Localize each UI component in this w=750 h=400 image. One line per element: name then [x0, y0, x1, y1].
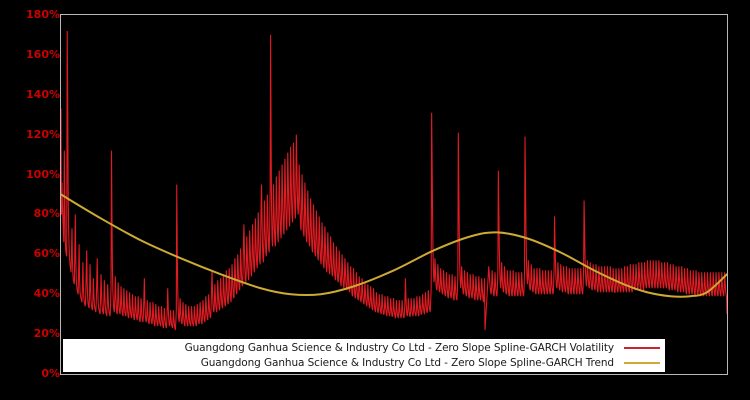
legend-swatch-trend: [624, 361, 660, 364]
y-tick-label: 140%: [26, 87, 60, 101]
y-tick-label: 0%: [41, 367, 60, 380]
trend-series: [61, 193, 727, 298]
y-axis-tick-labels: 180% 160% 140% 120% 100% 80% 60% 40% 20% 0%: [0, 0, 60, 400]
legend-item-volatility[interactable]: Guangdong Ganhua Science & Industry Co L…: [64, 341, 664, 356]
y-tick-label: 100%: [26, 167, 60, 181]
y-tick-label: 20%: [33, 327, 60, 341]
legend-label-trend: Guangdong Ganhua Science & Industry Co L…: [200, 356, 614, 369]
y-tick-label: 40%: [33, 287, 60, 301]
chart-legend: Guangdong Ganhua Science & Industry Co L…: [63, 339, 665, 372]
y-tick-label: 160%: [26, 47, 60, 61]
legend-item-trend[interactable]: Guangdong Ganhua Science & Industry Co L…: [64, 356, 664, 371]
volatility-line: [61, 30, 727, 331]
plot-area: [60, 14, 728, 375]
chart-canvas: [61, 30, 727, 331]
y-tick-label: 180%: [26, 8, 60, 21]
legend-label-volatility: Guangdong Ganhua Science & Industry Co L…: [184, 342, 615, 355]
y-tick-label: 120%: [26, 127, 60, 141]
legend-swatch-volatility: [624, 347, 660, 350]
volatility-series: [61, 30, 727, 331]
y-tick-label: 80%: [33, 207, 60, 221]
y-tick-label: 60%: [33, 247, 60, 261]
